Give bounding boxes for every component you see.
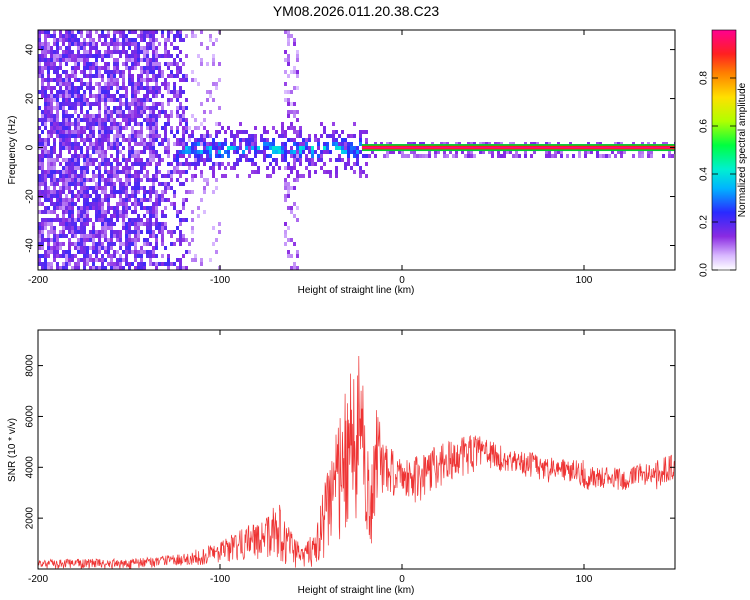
y-tick-label: -20 xyxy=(25,189,36,204)
y-tick-label: 8000 xyxy=(25,354,36,377)
colorbar-tick-label: 0.8 xyxy=(699,71,710,85)
spectrogram-cells xyxy=(38,30,675,270)
snr-frame xyxy=(37,329,676,570)
snr-ticks: -200 -100 0 100 2000 4000 6000 8000 xyxy=(25,330,675,585)
spectrogram-frame xyxy=(37,29,676,271)
y-tick-label: -40 xyxy=(25,238,36,253)
x-tick-label: 100 xyxy=(576,574,593,585)
y-tick-label: 20 xyxy=(25,93,36,105)
colorbar-tick-label: 0.4 xyxy=(699,167,710,181)
colorbar-ticks: 0.0 0.2 0.4 0.6 0.8 xyxy=(699,71,736,277)
colorbar-label: Normalized spectral amplitude xyxy=(737,82,748,217)
y-tick-label: 6000 xyxy=(25,405,36,428)
y-tick-label: 0 xyxy=(25,144,36,150)
y-tick-label: 40 xyxy=(25,44,36,56)
spectrogram-ylabel: Frequency (Hz) xyxy=(7,116,18,185)
x-tick-label: -100 xyxy=(210,275,230,286)
snr-ylabel: SNR (10 * v/v) xyxy=(7,418,18,482)
snr-panel: -200 -100 0 100 2000 4000 6000 8000 Height of s… xyxy=(7,329,676,596)
y-tick-label: 2000 xyxy=(25,507,36,530)
colorbar: 0.0 0.2 0.4 0.6 0.8 Normalized spectral ampl… xyxy=(699,29,748,277)
x-tick-label: 100 xyxy=(576,275,593,286)
x-tick-label: 0 xyxy=(399,275,405,286)
x-tick-label: -100 xyxy=(210,574,230,585)
snr-series-line xyxy=(38,355,675,569)
colorbar-gradient xyxy=(711,29,737,271)
colorbar-tick-label: 0.6 xyxy=(699,119,710,133)
x-tick-label: -200 xyxy=(28,574,48,585)
x-tick-label: 0 xyxy=(399,574,405,585)
y-tick-label: 4000 xyxy=(25,456,36,479)
colorbar-tick-label: 0.0 xyxy=(699,263,710,277)
x-tick-label: -200 xyxy=(28,275,48,286)
colorbar-tick-label: 0.2 xyxy=(699,215,710,229)
figure-title: YM08.2026.011.20.38.C23 xyxy=(273,3,440,19)
snr-xlabel: Height of straight line (km) xyxy=(298,585,415,596)
spectrogram-xlabel: Height of straight line (km) xyxy=(298,285,415,296)
